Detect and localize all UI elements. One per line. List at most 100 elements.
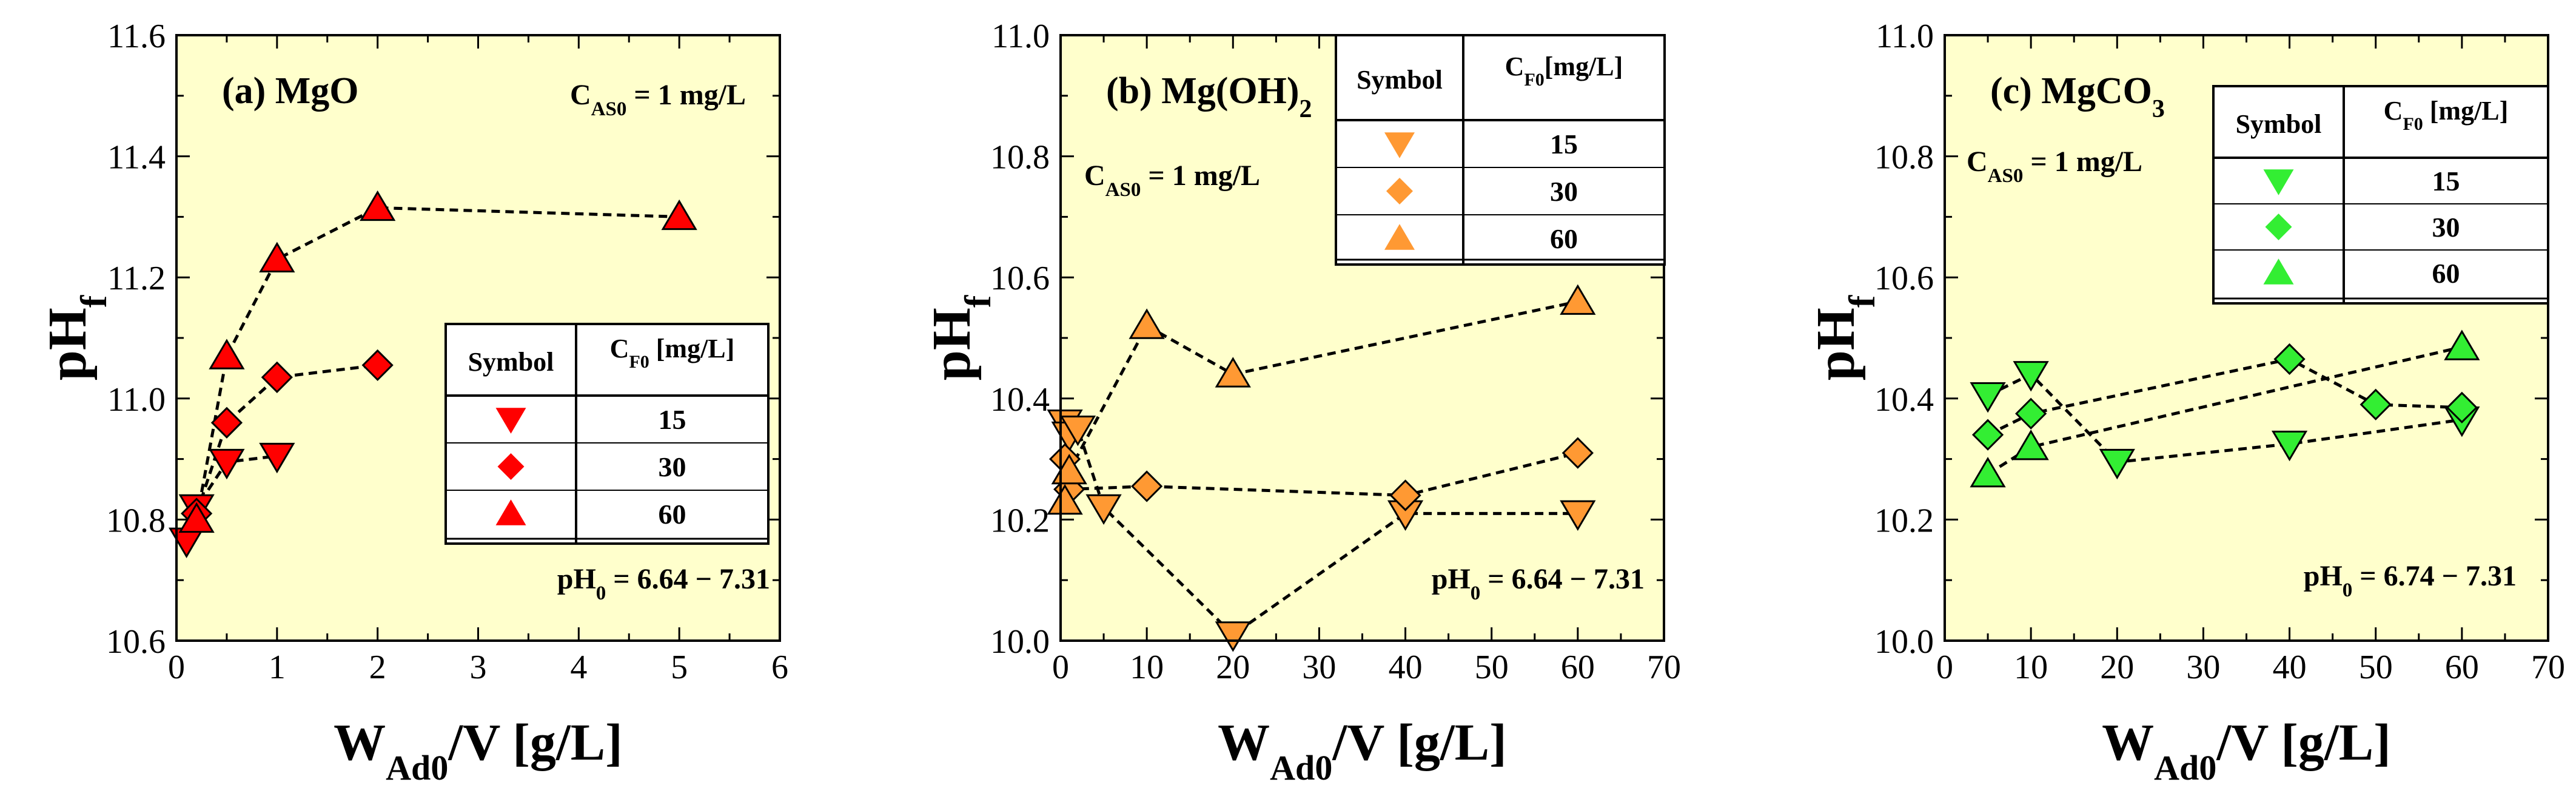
legend-value: 15: [2432, 166, 2460, 197]
data-point-15-triangle-down: [2099, 448, 2135, 480]
data-point-60-triangle-up: [1215, 357, 1251, 388]
c-sub: AS0: [1105, 179, 1141, 201]
legend-header-cf0: CF0[mg/L]: [1505, 52, 1623, 90]
legend-value: 30: [659, 451, 686, 482]
x-title-rest: /V [g/L]: [1332, 713, 1506, 771]
data-point-15-triangle-down: [2013, 361, 2049, 392]
cf-main: C: [2384, 96, 2403, 126]
annotation-ph0: pH0 = 6.74 − 7.31: [2304, 560, 2517, 601]
x-tick-label: 40: [1389, 649, 1423, 686]
cf-sub: F0: [1524, 70, 1544, 90]
x-title-sub: Ad0: [386, 748, 448, 788]
annotation-c-as0: CAS0 = 1 mg/L: [1084, 160, 1260, 201]
data-point-30-diamond: [2360, 388, 2392, 420]
data-point-30-diamond: [210, 406, 243, 439]
chart-panel-2: 0 10 20 30 40 50 60 7010.010.210.410.610.811.0(…: [922, 18, 1681, 788]
data-point-60-triangle-up: [259, 241, 295, 273]
x-title-rest: /V [g/L]: [448, 713, 622, 771]
data-point-30-diamond: [1971, 419, 2004, 451]
x-tick-label: 60: [2445, 649, 2479, 686]
x-tick-label: 4: [570, 649, 587, 686]
data-point-15-triangle-down: [209, 448, 245, 480]
y-tick-label: 10.8: [1874, 139, 1934, 177]
ph0-main: pH: [557, 563, 596, 595]
x-tick-label: 10: [1130, 649, 1164, 686]
x-tick-label: 60: [1561, 649, 1595, 686]
y-title-main: pH: [1806, 308, 1866, 380]
x-tick-label: 20: [1216, 649, 1250, 686]
data-point-60-triangle-up: [209, 339, 245, 369]
data-point-30-diamond: [1131, 470, 1163, 502]
y-tick-label: 10.4: [1874, 381, 1934, 419]
cf-rest: [mg/L]: [2423, 96, 2509, 126]
y-tick-label: 10.8: [990, 139, 1050, 177]
legend-marker-triangle-up: [1384, 224, 1415, 250]
x-tick-label: 30: [1302, 649, 1336, 686]
panel-title: (c) MgCO3: [1990, 70, 2165, 123]
legend-value: 60: [2432, 258, 2460, 289]
data-point-60-triangle-up: [2444, 329, 2480, 360]
x-title-main: W: [1218, 713, 1270, 771]
data-point-60-triangle-up: [1560, 284, 1596, 315]
y-axis-title: pHf: [922, 295, 999, 380]
y-tick-label: 10.2: [990, 502, 1050, 539]
data-point-15-triangle-down: [1059, 415, 1096, 447]
legend-header-cf0: CF0 [mg/L]: [610, 334, 735, 372]
x-tick-label: 0: [1052, 649, 1069, 686]
y-title-sub: f: [74, 295, 115, 308]
data-point-30-diamond: [261, 361, 293, 393]
y-tick-label: 11.0: [1876, 18, 1934, 55]
legend-value: 15: [1550, 129, 1578, 160]
chart-panel-1: 0 1 2 3 4 5 610.610.811.011.211.411.6(a) MgO CA…: [38, 18, 788, 788]
legend-box: [1335, 34, 1666, 266]
x-tick-label: 30: [2186, 649, 2220, 686]
series-line-60: [195, 206, 680, 520]
data-point-60-triangle-up: [661, 199, 697, 231]
ph0-main: pH: [1432, 563, 1471, 595]
y-tick-label: 10.6: [106, 623, 166, 661]
legend-marker-triangle-up: [495, 499, 526, 525]
x-tick-label: 2: [369, 649, 386, 686]
x-tick-label: 50: [2359, 649, 2393, 686]
data-point-30-diamond: [2015, 397, 2047, 430]
x-tick-label: 70: [2531, 649, 2565, 686]
y-tick-label: 10.8: [106, 502, 166, 539]
plot-frame: [1944, 34, 2549, 642]
y-tick-label: 11.2: [107, 260, 166, 297]
panel-title-main: (b) Mg(OH): [1106, 70, 1300, 112]
c-rest: = 1 mg/L: [626, 79, 746, 111]
legend-value: 15: [659, 404, 686, 435]
y-tick-label: 10.6: [990, 260, 1050, 297]
y-tick-label: 10.0: [1874, 623, 1934, 661]
panel-title-main: (a) MgO: [222, 70, 359, 112]
data-point-15-triangle-down: [259, 442, 295, 474]
y-tick-label: 10.0: [990, 623, 1050, 661]
data-point-15-triangle-down: [1560, 500, 1596, 531]
cf-sub: F0: [629, 352, 649, 372]
data-point-60-triangle-up: [1970, 456, 2006, 488]
x-tick-label: 40: [2273, 649, 2307, 686]
ph0-rest: = 6.64 − 7.31: [1480, 563, 1645, 595]
x-tick-label: 50: [1475, 649, 1509, 686]
data-point-30-diamond: [2273, 343, 2306, 376]
y-tick-label: 11.0: [991, 18, 1050, 55]
x-tick-label: 0: [1936, 649, 1953, 686]
x-tick-label: 3: [470, 649, 487, 686]
data-point-30-diamond: [2446, 391, 2478, 423]
y-tick-label: 11.4: [107, 139, 166, 177]
x-axis-title: WAd0/V [g/L]: [1218, 713, 1507, 788]
plot-frame: [175, 34, 781, 642]
series-line-30: [195, 363, 378, 514]
data-point-15-triangle-down: [1085, 494, 1122, 525]
data-point-60-triangle-up: [1047, 484, 1083, 515]
y-tick-label: 10.2: [1874, 502, 1934, 539]
cf-rest: [mg/L]: [649, 334, 735, 363]
x-tick-label: 6: [771, 649, 788, 686]
legend-value: 60: [1550, 223, 1578, 254]
chart-panel-3: 0 10 20 30 40 50 60 7010.010.210.410.610.811.0(…: [1806, 18, 2565, 788]
x-title-main: W: [334, 713, 386, 771]
cf-sub: F0: [2403, 114, 2423, 134]
panel-title-subscript: 2: [1300, 95, 1312, 123]
ph0-rest: = 6.74 − 7.31: [2352, 560, 2517, 592]
y-axis-title: pHf: [38, 295, 115, 380]
